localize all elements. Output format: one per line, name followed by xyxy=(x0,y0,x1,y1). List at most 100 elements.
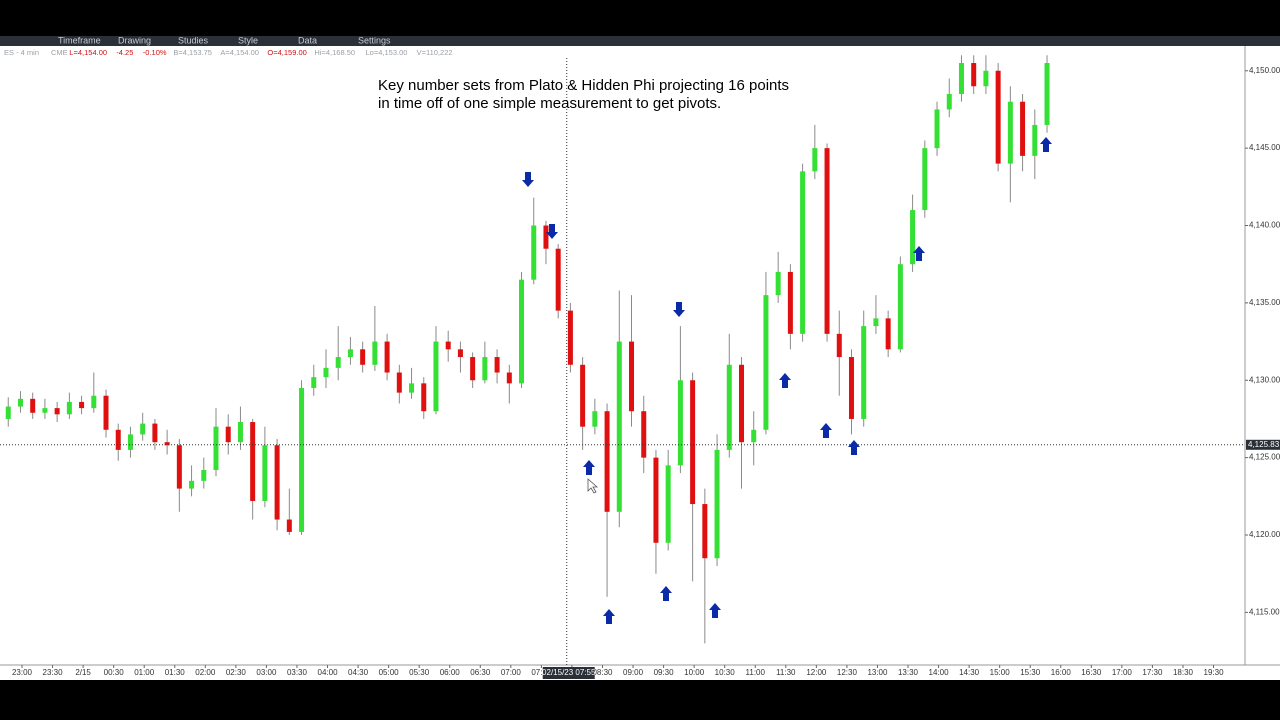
x-tick-label: 13:30 xyxy=(898,668,919,677)
candle-body xyxy=(653,457,659,543)
y-tick-label: 4,145.00 xyxy=(1249,143,1280,152)
down-arrow xyxy=(546,224,558,239)
candle-body xyxy=(983,70,989,87)
toolbar-item[interactable]: Settings xyxy=(358,35,391,45)
quote-field: Hi=4,168.50 xyxy=(314,48,355,57)
candle-body xyxy=(262,445,268,501)
x-tick-label: 02:30 xyxy=(226,668,247,677)
candle-body xyxy=(201,470,207,481)
y-tick-label: 4,120.00 xyxy=(1249,530,1280,539)
crosshair-time-label: 02/15/23 07:55 xyxy=(542,668,596,677)
x-tick-label: 02:00 xyxy=(195,668,216,677)
x-tick-label: 08:30 xyxy=(592,668,613,677)
candle-body xyxy=(17,398,23,407)
toolbar-item[interactable]: Timeframe xyxy=(58,35,101,45)
candle-body xyxy=(1032,124,1038,156)
quote-field: A=4,154.00 xyxy=(220,48,259,57)
x-tick-label: 18:30 xyxy=(1173,668,1194,677)
mouse-cursor xyxy=(587,478,599,494)
x-tick-label: 03:30 xyxy=(287,668,308,677)
candle-body xyxy=(445,341,451,350)
candle-body xyxy=(555,248,561,311)
up-arrow xyxy=(583,460,595,475)
up-arrow xyxy=(913,246,925,261)
x-tick-label: 10:00 xyxy=(684,668,705,677)
candle-body xyxy=(946,93,952,110)
candle-body xyxy=(494,357,500,373)
x-tick-label: 05:30 xyxy=(409,668,430,677)
candle-body xyxy=(237,422,243,443)
x-tick-label: 09:30 xyxy=(654,668,675,677)
y-tick-label: 4,115.00 xyxy=(1249,607,1280,616)
candle-body xyxy=(690,380,696,505)
x-tick-label: 07:00 xyxy=(501,668,522,677)
x-tick-label: 06:30 xyxy=(470,668,491,677)
candle-body xyxy=(140,423,146,435)
candle-body xyxy=(457,349,463,358)
candle-body xyxy=(567,310,573,365)
candle-body xyxy=(347,349,353,358)
quote-field: -0.10% xyxy=(143,48,167,57)
candle-body xyxy=(433,341,439,412)
candle-body xyxy=(250,422,256,501)
candle-body xyxy=(763,295,769,430)
candle-body xyxy=(677,380,683,466)
candle-body xyxy=(1044,63,1050,125)
toolbar-item[interactable]: Data xyxy=(298,35,317,45)
quote-field: O=4,159.00 xyxy=(267,48,306,57)
candle-body xyxy=(848,357,854,419)
quote-field: Lo=4,153.00 xyxy=(366,48,408,57)
candle-body xyxy=(775,271,781,296)
x-tick-label: 11:30 xyxy=(776,668,796,677)
candle-body xyxy=(164,442,170,446)
x-tick-label: 14:00 xyxy=(929,668,950,677)
x-tick-label: 16:00 xyxy=(1051,668,1072,677)
toolbar-item[interactable]: Style xyxy=(238,35,258,45)
candle-body xyxy=(152,423,158,443)
candle-body xyxy=(702,504,708,559)
quote-field: L=4,154.00 xyxy=(69,48,107,57)
toolbar-item[interactable]: Studies xyxy=(178,35,209,45)
x-tick-label: 07:30 xyxy=(531,668,552,677)
x-tick-label: 23:30 xyxy=(43,668,64,677)
candle-body xyxy=(971,63,977,87)
candle-body xyxy=(995,70,1001,164)
up-arrow xyxy=(709,603,721,618)
candle-body xyxy=(519,279,525,384)
candle-body xyxy=(506,372,512,384)
candle-body xyxy=(616,341,622,512)
x-tick-label: 06:00 xyxy=(440,668,461,677)
candle-body xyxy=(1007,101,1013,164)
x-tick-label: 00:30 xyxy=(104,668,125,677)
candle-body xyxy=(421,383,427,412)
candle-body xyxy=(115,429,121,450)
candle-body xyxy=(470,357,476,381)
candle-body xyxy=(91,395,97,409)
candle-body xyxy=(42,408,48,413)
up-arrow xyxy=(603,609,615,624)
x-tick-label: 12:00 xyxy=(806,668,827,677)
down-arrow xyxy=(673,302,685,317)
up-arrow xyxy=(1040,137,1052,152)
candle-body xyxy=(299,387,305,532)
candle-body xyxy=(66,401,72,415)
crosshair-time-box xyxy=(542,667,595,679)
x-tick-label: 17:00 xyxy=(1112,668,1133,677)
candle-body xyxy=(958,63,964,94)
candle-body xyxy=(922,148,928,211)
candle-body xyxy=(396,372,402,393)
x-tick-label: 09:00 xyxy=(623,668,644,677)
candle-body xyxy=(213,426,219,471)
y-tick-label: 4,150.00 xyxy=(1249,66,1280,75)
toolbar-item[interactable]: Drawing xyxy=(118,35,151,45)
candle-body xyxy=(482,357,488,381)
x-tick-label: 19:30 xyxy=(1204,668,1225,677)
candle-body xyxy=(311,377,317,388)
candle-body xyxy=(873,318,879,327)
candle-body xyxy=(225,426,231,443)
candle-body xyxy=(274,445,280,520)
candle-body xyxy=(726,364,732,450)
candle-body xyxy=(360,349,366,365)
x-tick-label: 13:00 xyxy=(867,668,888,677)
candle-body xyxy=(54,408,60,415)
